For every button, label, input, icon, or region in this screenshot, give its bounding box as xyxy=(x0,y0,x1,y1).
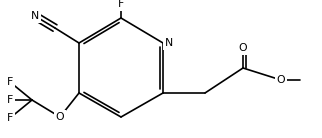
Text: O: O xyxy=(277,75,285,85)
Text: N: N xyxy=(31,11,39,21)
Text: F: F xyxy=(7,113,13,123)
Text: F: F xyxy=(7,95,13,105)
Text: O: O xyxy=(239,43,247,53)
Text: O: O xyxy=(56,112,64,122)
Text: N: N xyxy=(165,38,173,48)
Text: F: F xyxy=(7,77,13,87)
Text: F: F xyxy=(118,0,124,9)
